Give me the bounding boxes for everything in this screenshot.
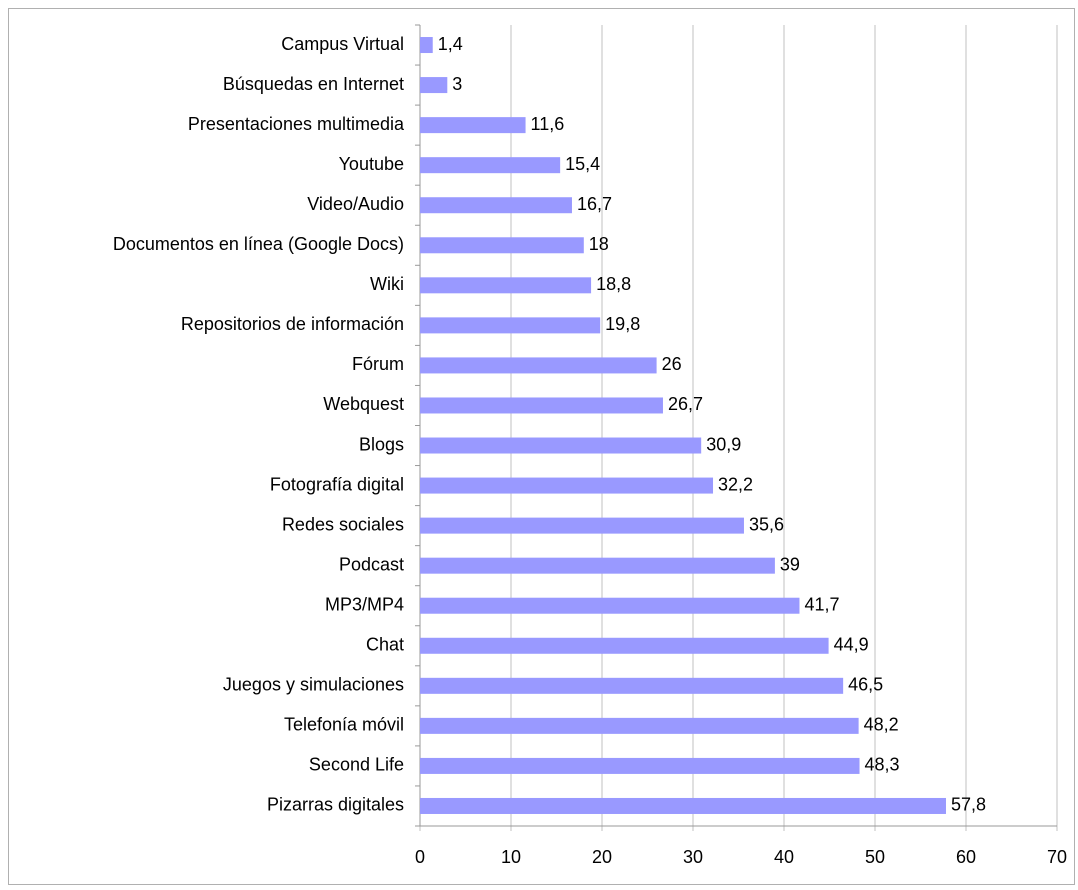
y-tick-label: Podcast <box>339 554 404 574</box>
bar <box>420 197 572 214</box>
x-tick-label: 0 <box>415 847 425 867</box>
data-label: 35,6 <box>749 514 784 534</box>
bar <box>420 157 561 174</box>
y-tick-label: Campus Virtual <box>281 34 404 54</box>
data-label: 18,8 <box>596 274 631 294</box>
data-label: 1,4 <box>438 34 463 54</box>
x-tick-label: 20 <box>592 847 612 867</box>
data-label: 16,7 <box>577 194 612 214</box>
y-tick-label: Webquest <box>323 394 404 414</box>
bar <box>420 117 526 134</box>
bar <box>420 557 775 574</box>
y-tick-label: Presentaciones multimedia <box>188 114 405 134</box>
x-tick-label: 50 <box>865 847 885 867</box>
y-tick-label: Video/Audio <box>307 194 404 214</box>
data-label: 44,9 <box>834 635 869 655</box>
y-tick-label: Telefonía móvil <box>284 715 404 735</box>
data-label: 26,7 <box>668 394 703 414</box>
data-label: 48,3 <box>865 755 900 775</box>
data-label: 39 <box>780 554 800 574</box>
y-tick-label: Juegos y simulaciones <box>223 675 404 695</box>
y-tick-label: Búsquedas en Internet <box>223 74 404 94</box>
x-tick-label: 30 <box>683 847 703 867</box>
data-label: 46,5 <box>848 675 883 695</box>
data-label: 57,8 <box>951 795 986 815</box>
data-label: 18 <box>589 234 609 254</box>
bar <box>420 677 844 694</box>
y-tick-label: Youtube <box>339 154 404 174</box>
data-label: 41,7 <box>804 594 839 614</box>
y-tick-label: Second Life <box>309 755 404 775</box>
y-tick-label: MP3/MP4 <box>325 594 404 614</box>
y-tick-label: Redes sociales <box>282 514 404 534</box>
y-tick-label: Wiki <box>370 274 404 294</box>
bar <box>420 37 433 54</box>
data-label: 11,6 <box>531 114 565 134</box>
bar <box>420 757 860 774</box>
x-tick-label: 70 <box>1047 847 1067 867</box>
bar <box>420 477 714 494</box>
bar <box>420 237 584 254</box>
bar <box>420 797 946 814</box>
x-tick-label: 10 <box>501 847 521 867</box>
data-label: 32,2 <box>718 474 753 494</box>
y-tick-label: Documentos en línea (Google Docs) <box>113 234 404 254</box>
y-tick-label: Blogs <box>359 434 404 454</box>
data-label: 48,2 <box>864 715 899 735</box>
data-label: 19,8 <box>605 314 640 334</box>
data-label: 30,9 <box>706 434 741 454</box>
y-tick-label: Fotografía digital <box>270 474 404 494</box>
y-tick-label: Fórum <box>352 354 404 374</box>
x-tick-label: 40 <box>774 847 794 867</box>
bar <box>420 357 657 374</box>
bar <box>420 77 448 94</box>
bar <box>420 597 800 614</box>
bar <box>420 517 744 534</box>
y-tick-label: Pizarras digitales <box>267 795 404 815</box>
bar <box>420 437 702 454</box>
data-label: 15,4 <box>565 154 600 174</box>
bar <box>420 317 601 334</box>
bar <box>420 637 829 654</box>
x-tick-label: 60 <box>956 847 976 867</box>
bar <box>420 397 663 414</box>
bar <box>420 277 592 294</box>
bar <box>420 717 859 734</box>
y-tick-label: Chat <box>366 635 404 655</box>
data-label: 3 <box>452 74 462 94</box>
y-tick-label: Repositorios de información <box>181 314 404 334</box>
data-label: 26 <box>662 354 682 374</box>
